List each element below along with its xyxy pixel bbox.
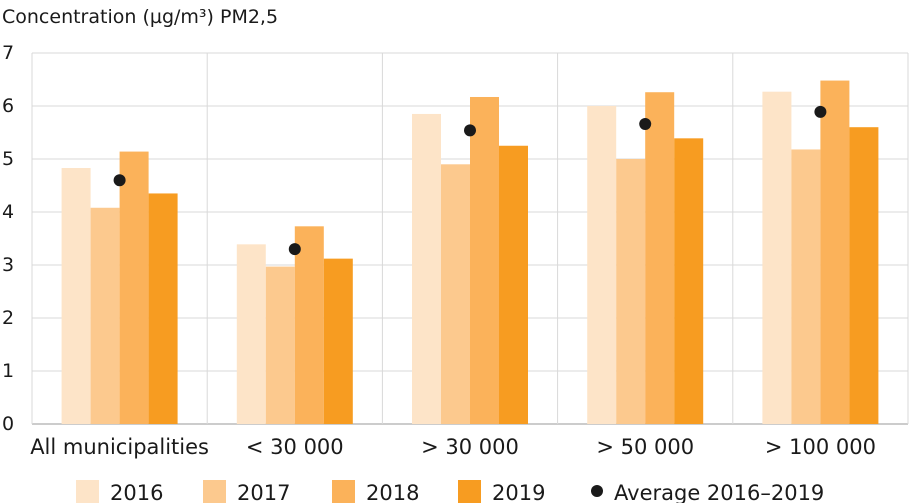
legend-label: 2016 [110, 481, 163, 503]
category-labels: All municipalities < 30 000 > 30 000 > 50 0… [30, 435, 876, 459]
bar-2018 [820, 80, 850, 424]
bar-2016 [587, 106, 617, 424]
bars [61, 80, 879, 425]
legend-label: 2017 [237, 481, 290, 503]
average-marker [113, 174, 126, 187]
bar-2019 [674, 138, 704, 424]
average-marker [464, 124, 476, 137]
y-tick-label: 7 [2, 42, 14, 64]
legend-swatch-2016 [76, 480, 99, 503]
bar-2019 [148, 193, 178, 424]
y-tick-label: 0 [2, 413, 14, 435]
bar-2017 [90, 207, 120, 424]
bar-2019 [323, 258, 353, 424]
bar-2018 [294, 226, 324, 424]
y-tick-label: 1 [2, 360, 14, 382]
bar-2017 [441, 164, 470, 425]
bar-2019 [849, 127, 879, 424]
legend-label: 2019 [492, 481, 545, 503]
bar-2016 [236, 244, 266, 424]
y-tick-label: 5 [2, 148, 14, 170]
category-label: > 30 000 [421, 435, 519, 459]
legend: 2016 2017 2018 2019 Average 2016–2019 [76, 480, 824, 503]
bar-2017 [791, 149, 821, 424]
bar-2017 [616, 159, 646, 424]
bar-2018 [470, 96, 499, 425]
legend-swatch-2017 [203, 480, 226, 503]
bar-2019 [499, 145, 528, 424]
average-marker [814, 105, 827, 118]
y-axis-ticks: 0 1 2 3 4 5 6 7 [2, 42, 14, 435]
y-tick-label: 3 [2, 254, 14, 276]
bar-2016 [61, 168, 91, 424]
y-tick-label: 6 [2, 95, 14, 117]
category-label: > 100 000 [765, 435, 876, 459]
bar-2018 [645, 92, 675, 424]
legend-label: Average 2016–2019 [614, 481, 824, 503]
y-axis-title: Concentration (µg/m³) PM2,5 [2, 6, 278, 28]
y-tick-label: 2 [2, 307, 14, 329]
legend-swatch-2018 [332, 480, 355, 503]
average-markers [113, 105, 827, 256]
y-tick-label: 4 [2, 201, 14, 223]
average-marker [288, 243, 301, 256]
bar-2016 [412, 113, 441, 424]
category-label: > 50 000 [596, 435, 694, 459]
legend-average-marker [591, 485, 603, 497]
bar-2017 [265, 266, 295, 424]
average-marker [639, 118, 652, 131]
category-label: All municipalities [30, 435, 209, 459]
legend-label: 2018 [366, 481, 419, 503]
bar-2016 [762, 91, 792, 424]
legend-swatch-2019 [458, 480, 481, 503]
bar-2018 [119, 151, 149, 424]
category-label: < 30 000 [246, 435, 344, 459]
